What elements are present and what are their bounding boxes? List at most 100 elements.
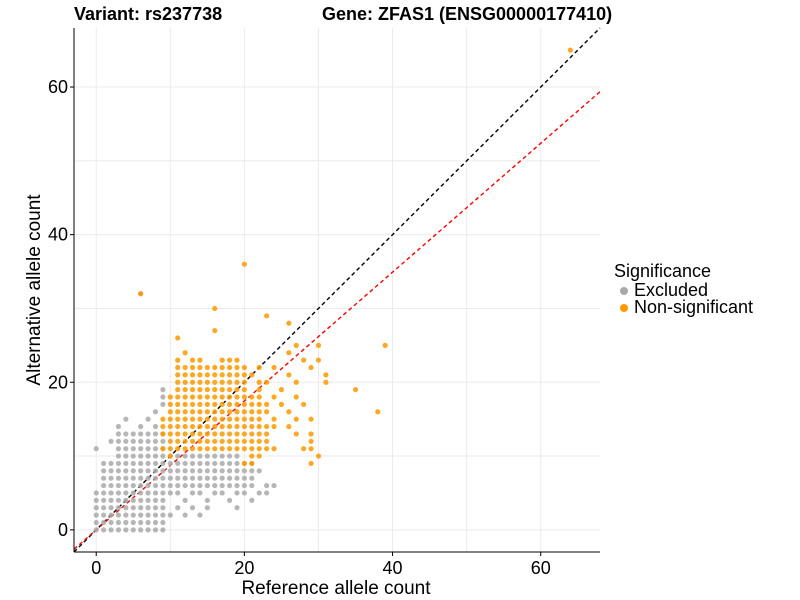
point-non-significant	[204, 379, 210, 385]
point-non-significant	[182, 438, 188, 444]
point-excluded	[241, 482, 247, 489]
point-non-significant	[197, 379, 203, 385]
point-excluded	[130, 482, 136, 489]
point-non-significant	[249, 460, 255, 467]
point-excluded	[167, 490, 173, 496]
point-non-significant	[204, 416, 210, 422]
point-excluded	[160, 497, 166, 503]
point-excluded	[219, 482, 225, 489]
point-non-significant	[160, 423, 166, 430]
point-excluded	[160, 387, 166, 393]
point-excluded	[204, 482, 210, 489]
grid-lines	[74, 28, 600, 552]
point-excluded	[204, 460, 210, 467]
point-excluded	[108, 505, 114, 511]
point-excluded	[197, 453, 203, 459]
point-excluded	[138, 438, 144, 444]
point-excluded	[108, 482, 114, 489]
point-excluded	[204, 475, 210, 481]
point-non-significant	[219, 446, 225, 452]
point-excluded	[145, 475, 151, 481]
point-excluded	[123, 460, 129, 467]
point-non-significant	[382, 342, 388, 348]
point-non-significant	[212, 387, 218, 393]
point-non-significant	[167, 453, 173, 459]
point-excluded	[145, 527, 151, 533]
point-excluded	[175, 490, 181, 496]
point-excluded	[145, 468, 151, 474]
point-non-significant	[189, 379, 196, 385]
point-excluded	[115, 475, 122, 481]
reference-lines	[73, 27, 601, 553]
point-non-significant	[160, 446, 166, 452]
point-non-significant	[241, 394, 247, 400]
point-excluded	[160, 468, 166, 474]
point-non-significant	[212, 394, 218, 400]
point-non-significant	[264, 379, 270, 385]
point-excluded	[182, 497, 188, 503]
point-excluded	[234, 468, 240, 474]
point-excluded	[189, 505, 196, 511]
point-excluded	[167, 482, 173, 489]
point-non-significant	[226, 401, 233, 407]
point-excluded	[152, 453, 159, 459]
point-non-significant	[264, 313, 270, 319]
point-excluded	[123, 512, 129, 518]
point-excluded	[152, 468, 159, 474]
point-excluded	[138, 468, 144, 474]
point-non-significant	[175, 446, 181, 452]
point-excluded	[219, 468, 225, 474]
point-non-significant	[182, 423, 188, 430]
point-non-significant	[256, 394, 262, 400]
point-non-significant	[241, 416, 247, 422]
point-non-significant	[249, 453, 255, 459]
point-non-significant	[212, 401, 218, 407]
point-non-significant	[241, 387, 247, 393]
point-excluded	[138, 475, 144, 481]
point-excluded	[234, 475, 240, 481]
point-excluded	[204, 505, 210, 511]
point-non-significant	[308, 364, 314, 371]
point-non-significant	[234, 372, 240, 378]
point-non-significant	[226, 416, 233, 422]
point-non-significant	[204, 372, 210, 378]
point-excluded	[145, 497, 151, 503]
chart-title-gene: Gene: ZFAS1 (ENSG00000177410)	[322, 4, 613, 24]
point-non-significant	[219, 364, 225, 371]
point-excluded	[115, 490, 122, 496]
point-excluded	[145, 482, 151, 489]
point-non-significant	[226, 438, 233, 444]
point-excluded	[130, 438, 136, 444]
point-non-significant	[234, 438, 240, 444]
point-non-significant	[241, 446, 247, 452]
point-non-significant	[212, 364, 218, 371]
point-excluded	[101, 468, 107, 474]
point-non-significant	[293, 379, 299, 385]
point-non-significant	[241, 401, 247, 407]
point-non-significant	[249, 394, 255, 400]
point-excluded	[130, 527, 136, 533]
point-excluded	[160, 490, 166, 496]
point-non-significant	[241, 409, 247, 415]
point-excluded	[226, 497, 233, 503]
point-non-significant	[175, 401, 181, 407]
axes	[70, 28, 600, 556]
point-non-significant	[212, 305, 218, 312]
point-excluded	[138, 519, 144, 526]
point-excluded	[152, 446, 159, 452]
point-non-significant	[167, 446, 173, 452]
point-excluded	[241, 468, 247, 474]
point-excluded	[115, 512, 122, 518]
point-excluded	[93, 446, 99, 452]
point-non-significant	[189, 409, 196, 415]
point-excluded	[167, 460, 173, 467]
point-excluded	[123, 490, 129, 496]
point-excluded	[264, 482, 270, 489]
point-non-significant	[175, 409, 181, 415]
point-excluded	[182, 460, 188, 467]
point-non-significant	[189, 394, 196, 400]
point-non-significant	[271, 364, 277, 371]
point-excluded	[108, 512, 114, 518]
point-excluded	[145, 446, 151, 452]
point-non-significant	[182, 394, 188, 400]
